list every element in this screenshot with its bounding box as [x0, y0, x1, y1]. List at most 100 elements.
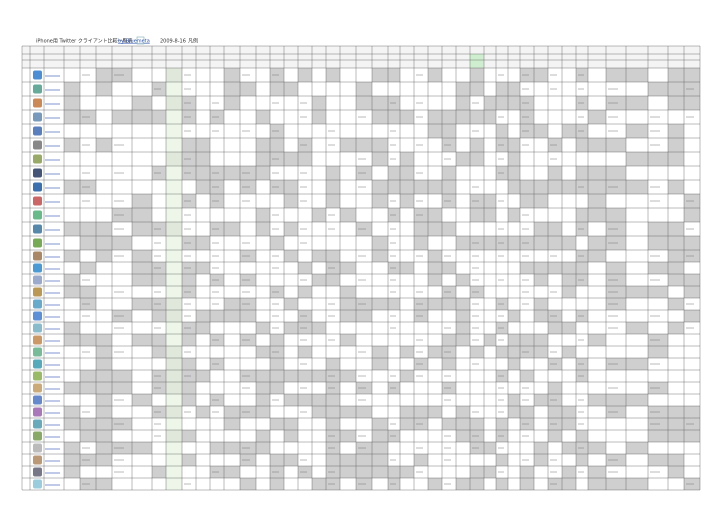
sheet-title: iPhone用 Twitter クライアント比較一覧表	[36, 38, 133, 45]
shaded-cell	[668, 322, 684, 334]
shaded-cell	[668, 454, 684, 466]
shaded-cell	[326, 394, 340, 406]
shaded-cell	[340, 406, 356, 418]
shaded-cell	[112, 110, 132, 124]
shaded-cell	[496, 478, 508, 490]
shaded-cell	[152, 334, 166, 346]
shaded-cell	[456, 406, 470, 418]
shaded-cell	[284, 322, 298, 334]
shaded-cell	[484, 442, 496, 454]
shaded-cell	[442, 166, 456, 180]
shaded-cell	[96, 222, 112, 236]
shaded-cell	[372, 358, 388, 370]
shaded-cell	[132, 250, 152, 262]
shaded-cell	[340, 208, 356, 222]
shaded-cell	[562, 322, 576, 334]
shaded-cell	[182, 430, 196, 442]
shaded-cell	[534, 124, 548, 138]
shaded-cell	[456, 152, 470, 166]
shaded-cell	[400, 466, 414, 478]
shaded-cell	[548, 180, 562, 194]
shaded-cell	[210, 442, 224, 454]
shaded-cell	[520, 262, 534, 274]
shaded-cell	[312, 250, 326, 262]
app-icon	[33, 210, 42, 220]
shaded-cell	[326, 274, 340, 286]
shaded-cell	[270, 334, 284, 346]
shaded-cell	[132, 110, 152, 124]
shaded-cell	[684, 286, 700, 298]
shaded-cell	[284, 418, 298, 430]
shaded-cell	[428, 406, 442, 418]
shaded-cell	[96, 334, 112, 346]
shaded-cell	[80, 382, 96, 394]
shaded-cell	[626, 478, 648, 490]
shaded-cell	[256, 406, 270, 418]
shaded-cell	[224, 418, 240, 430]
shaded-cell	[96, 442, 112, 454]
shaded-cell	[64, 96, 80, 110]
shaded-cell	[442, 358, 456, 370]
shaded-cell	[298, 68, 312, 82]
shaded-cell	[388, 466, 400, 478]
shaded-cell	[428, 478, 442, 490]
shaded-cell	[534, 298, 548, 310]
shaded-cell	[400, 406, 414, 418]
shaded-cell	[224, 310, 240, 322]
shaded-cell	[626, 152, 648, 166]
shaded-cell	[340, 334, 356, 346]
shaded-cell	[298, 262, 312, 274]
shaded-cell	[64, 334, 80, 346]
shaded-cell	[270, 236, 284, 250]
shaded-cell	[606, 166, 626, 180]
shaded-cell	[80, 236, 96, 250]
shaded-cell	[96, 358, 112, 370]
shaded-cell	[588, 250, 606, 262]
shaded-cell	[152, 274, 166, 286]
shaded-cell	[668, 236, 684, 250]
shaded-cell	[456, 96, 470, 110]
shaded-cell	[400, 262, 414, 274]
shaded-cell	[196, 310, 210, 322]
app-icon	[33, 196, 42, 206]
shaded-cell	[534, 236, 548, 250]
shaded-cell	[548, 236, 562, 250]
shaded-cell	[508, 96, 520, 110]
shaded-cell	[508, 208, 520, 222]
shaded-cell	[298, 370, 312, 382]
app-icon	[33, 263, 42, 273]
shaded-cell	[606, 68, 626, 82]
shaded-cell	[684, 406, 700, 418]
shaded-cell	[648, 286, 668, 298]
shaded-cell	[64, 442, 80, 454]
shaded-cell	[356, 138, 372, 152]
shaded-cell	[372, 96, 388, 110]
shaded-cell	[684, 310, 700, 322]
shaded-cell	[534, 310, 548, 322]
shaded-cell	[534, 194, 548, 208]
shaded-cell	[606, 138, 626, 152]
shaded-cell	[496, 96, 508, 110]
shaded-cell	[256, 322, 270, 334]
shaded-cell	[428, 208, 442, 222]
shaded-cell	[96, 394, 112, 406]
shaded-cell	[508, 180, 520, 194]
shaded-cell	[196, 152, 210, 166]
shaded-cell	[576, 262, 588, 274]
author-link[interactable]: by Bluemeta	[118, 39, 150, 45]
shaded-cell	[534, 394, 548, 406]
shaded-cell	[548, 382, 562, 394]
shaded-cell	[626, 394, 648, 406]
shaded-cell	[562, 262, 576, 274]
shaded-cell	[270, 358, 284, 370]
shaded-cell	[648, 430, 668, 442]
shaded-cell	[684, 96, 700, 110]
shaded-cell	[428, 298, 442, 310]
shaded-cell	[388, 180, 400, 194]
shaded-cell	[684, 430, 700, 442]
shaded-cell	[256, 222, 270, 236]
shaded-cell	[400, 194, 414, 208]
shaded-cell	[562, 274, 576, 286]
shaded-cell	[182, 358, 196, 370]
highlight-col	[166, 68, 182, 490]
